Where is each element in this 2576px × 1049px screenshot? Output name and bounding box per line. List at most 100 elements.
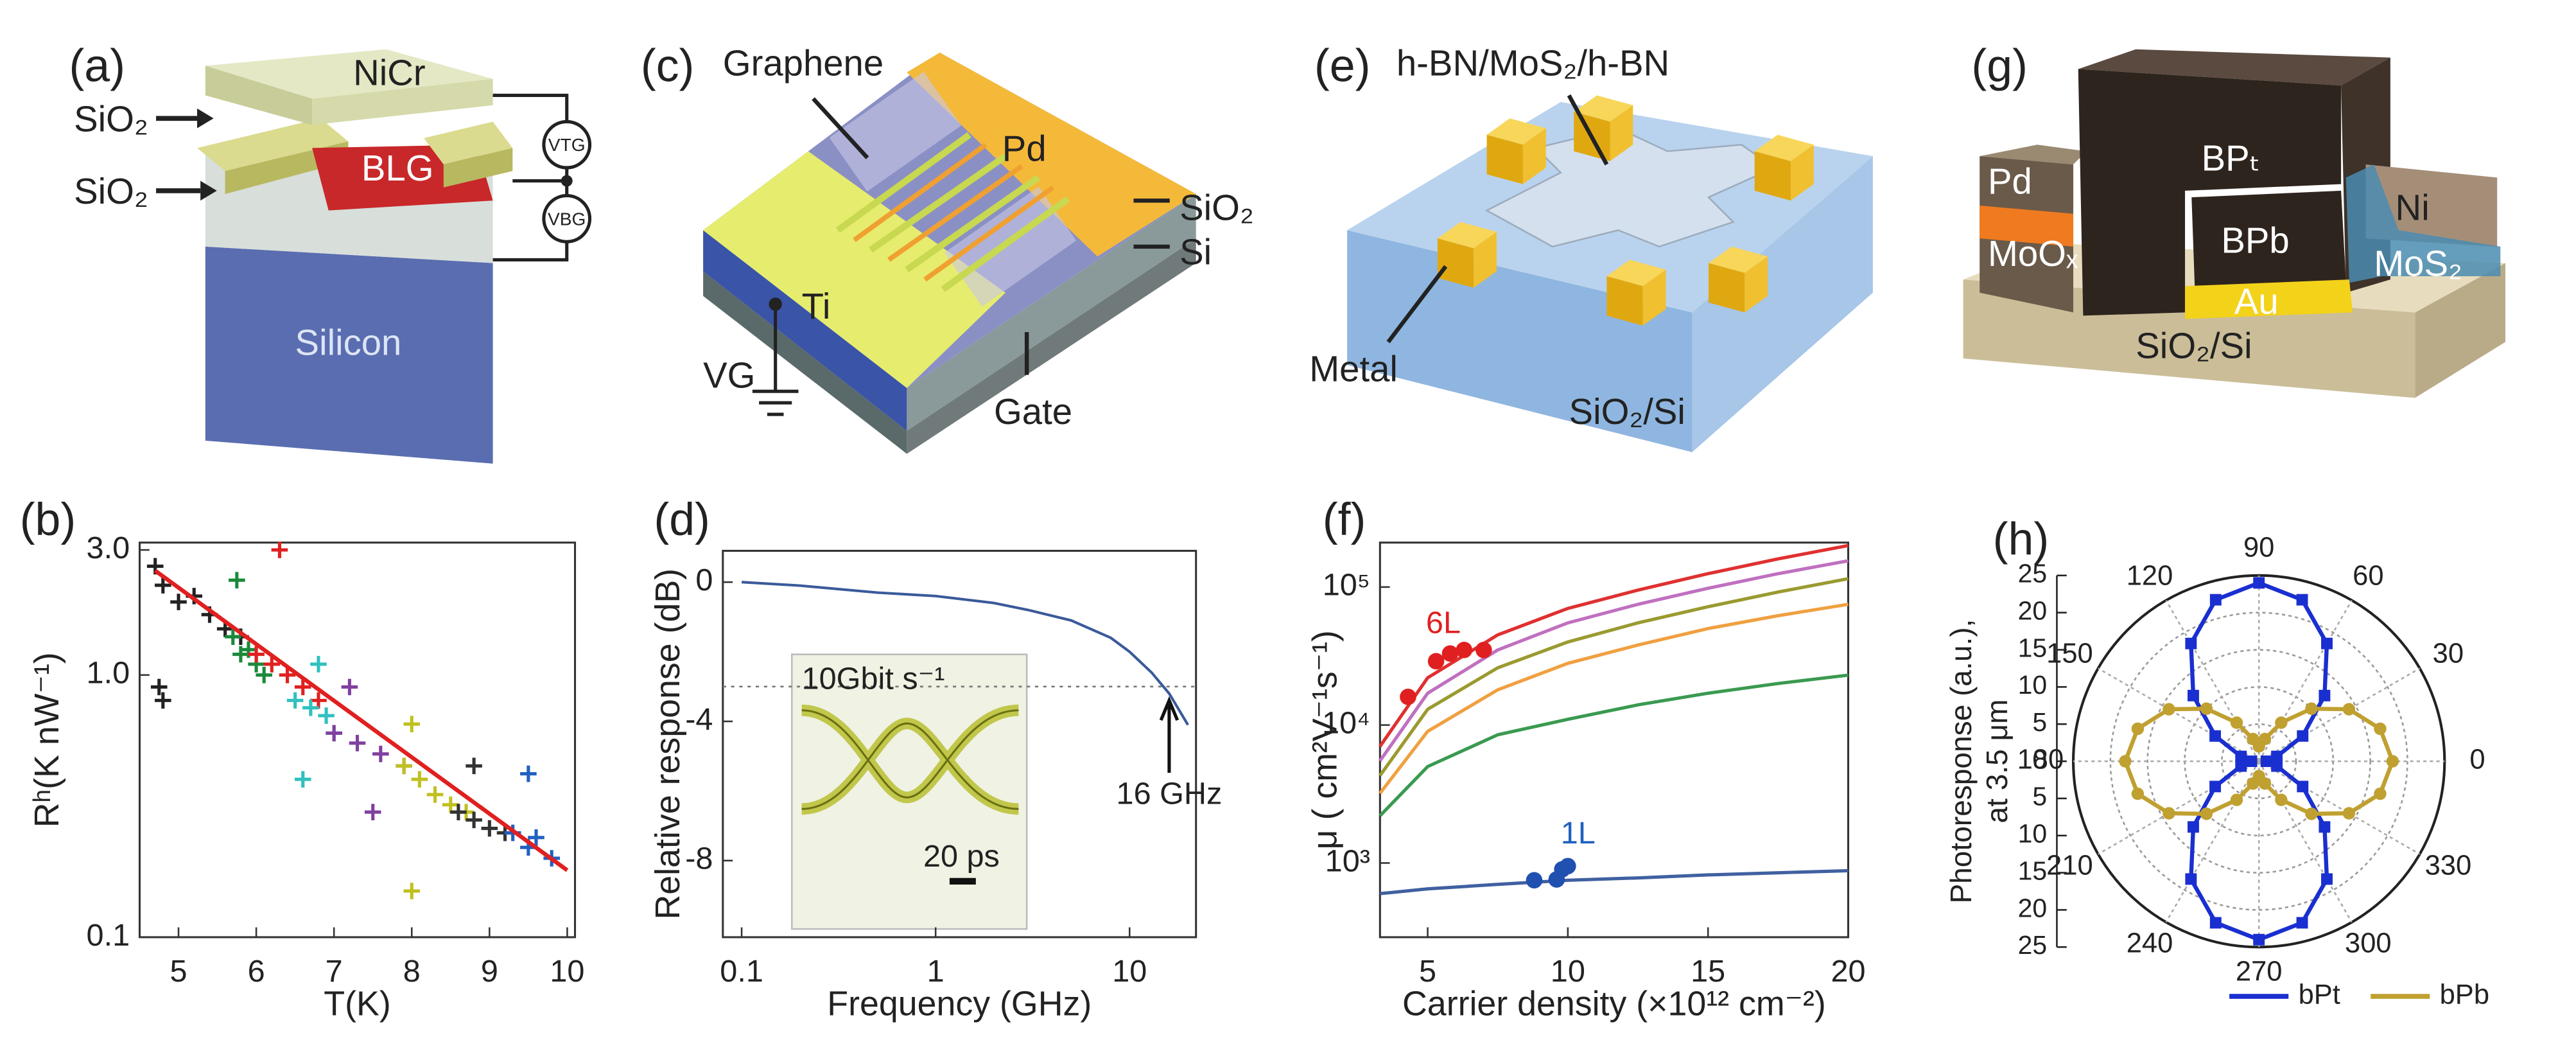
data-point — [224, 628, 241, 645]
data-point — [426, 786, 444, 803]
angle-grid — [2258, 599, 2353, 762]
angle-label: 60 — [2353, 561, 2383, 592]
data-point — [341, 678, 358, 696]
mos2-layer — [2345, 164, 2501, 283]
data-point — [520, 765, 537, 782]
label: Silicon — [295, 322, 402, 362]
data-point — [150, 678, 168, 696]
radial-grid — [2109, 612, 2408, 911]
diagram-a: (a) NiCr SiO₂ SiO₂ BLG VTG VBG Silicon — [69, 40, 592, 464]
data-point — [294, 678, 311, 696]
y-tick-label: 0 — [695, 563, 713, 597]
label: SiO₂ — [74, 171, 148, 211]
y-axis-label: Photoresponse (a.u.), — [1944, 619, 1978, 904]
angle-label: 210 — [2046, 851, 2093, 881]
data-point — [396, 757, 412, 775]
bp-bottom — [2191, 190, 2346, 290]
data-point — [256, 667, 273, 683]
angle-grid — [2098, 760, 2259, 855]
electrode — [443, 148, 513, 188]
arrow-head — [197, 108, 214, 128]
data-point — [528, 829, 544, 846]
y-tick-label: -8 — [685, 842, 713, 876]
r-tick-label: 15 — [2018, 856, 2048, 885]
data-point — [1427, 653, 1445, 670]
voltage-source — [542, 194, 592, 243]
data-line — [1379, 577, 1849, 777]
label: Ni — [2396, 187, 2430, 227]
label: Si — [1179, 232, 1212, 272]
angle-label: 330 — [2425, 851, 2472, 881]
label: SiO₂/Si — [1569, 391, 1685, 432]
x-tick-label: 20 — [1831, 954, 1865, 989]
ni-block — [2365, 164, 2498, 247]
data-point — [286, 692, 304, 709]
inset-label: 10Gbit s⁻¹ — [802, 661, 945, 696]
legend-label: bPt — [2299, 980, 2340, 1010]
pointer-arrow — [1386, 94, 1609, 344]
label: BPₜ — [2202, 138, 2261, 179]
angle-label: 30 — [2433, 638, 2464, 669]
data-point — [170, 594, 187, 610]
nicr-top — [205, 49, 493, 99]
data-line — [2189, 580, 2329, 942]
angle-label: 270 — [2236, 956, 2283, 987]
substrate-side — [1692, 156, 1873, 452]
angle-grid — [2258, 760, 2421, 855]
bp-top — [2078, 49, 2390, 86]
data-line — [1379, 543, 1849, 748]
x-tick-label: 10 — [1112, 954, 1147, 989]
r-tick-label: 15 — [2018, 633, 2048, 662]
bp-block — [2078, 69, 2342, 316]
r-tick-label: 25 — [2018, 559, 2048, 588]
y-axis-label: Rʰ(K nW⁻¹) — [28, 652, 66, 827]
label: Au — [2234, 281, 2279, 321]
data-line — [1379, 673, 1849, 817]
silicon-side — [907, 194, 1196, 431]
plot-frame — [722, 549, 1197, 939]
angle-grid — [2165, 761, 2260, 923]
label: VBG — [548, 209, 586, 229]
data-point — [263, 656, 281, 673]
label: Pd — [1988, 161, 2032, 202]
data-line — [1380, 868, 1849, 895]
x-tick-label: 7 — [326, 954, 343, 989]
pd-pad — [907, 52, 1196, 257]
pd-top — [1980, 145, 2087, 164]
pointer-arrow — [812, 97, 1170, 375]
label: Metal — [1309, 348, 1398, 389]
label: VTG — [548, 135, 586, 155]
panel-label: (g) — [1971, 40, 2028, 91]
annotation-arrow — [1159, 696, 1179, 773]
data-point — [1560, 858, 1576, 875]
data-point — [403, 716, 421, 732]
data-point — [155, 577, 171, 594]
data-point — [411, 771, 428, 788]
ti-pad — [703, 151, 1005, 389]
x-tick-label: 0.1 — [720, 954, 763, 989]
electrode — [197, 118, 349, 172]
label: Ti — [802, 286, 831, 326]
data-line — [1379, 559, 1849, 762]
panel-label: (h) — [1993, 514, 2049, 565]
panel-label: (a) — [69, 40, 125, 91]
y-tick-label: -4 — [685, 702, 713, 737]
r-tick-label: 5 — [2032, 707, 2047, 737]
arrow-head — [200, 181, 217, 201]
angle-label: 300 — [2345, 928, 2392, 959]
data-point — [279, 667, 296, 683]
y-tick-label: 10⁴ — [1322, 706, 1370, 741]
x-tick-label: 5 — [1419, 954, 1436, 989]
eye-trace — [801, 709, 1019, 810]
angle-label: 90 — [2243, 532, 2274, 563]
angle-label: 180 — [2017, 745, 2064, 775]
annotation: 1L — [1561, 816, 1596, 851]
x-tick-label: 10 — [1551, 954, 1585, 989]
radial-grid — [2146, 649, 2371, 874]
data-point — [318, 707, 335, 724]
data-point — [1475, 642, 1492, 658]
angle-grid — [2258, 667, 2421, 763]
y-tick-label: 10⁵ — [1323, 568, 1370, 603]
x-tick-label: 15 — [1691, 954, 1725, 989]
